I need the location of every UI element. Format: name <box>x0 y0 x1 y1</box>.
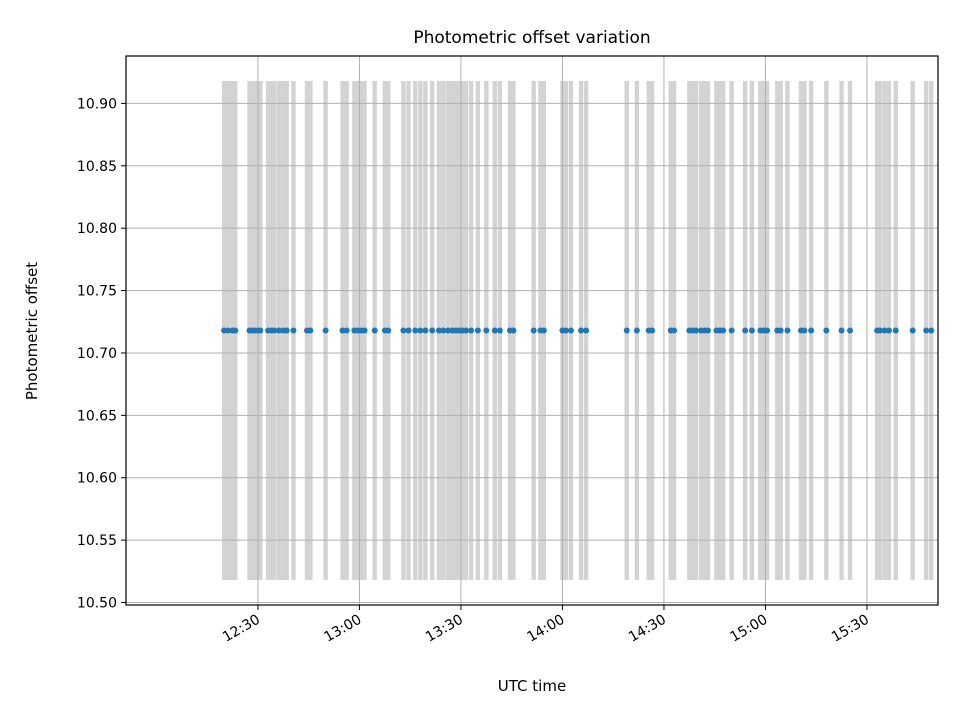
y-tick-label: 10.85 <box>77 159 117 175</box>
plot-frame <box>125 55 939 606</box>
data-point <box>847 327 854 334</box>
y-tick-label: 10.65 <box>77 408 117 424</box>
data-point <box>290 327 297 334</box>
data-point <box>271 327 278 334</box>
data-point <box>748 327 755 334</box>
y-axis-label: Photometric offset <box>23 262 41 400</box>
y-tick-label: 10.90 <box>77 96 117 112</box>
data-point <box>463 327 470 334</box>
y-tick-label: 10.70 <box>77 346 117 362</box>
data-point <box>808 327 815 334</box>
data-point <box>764 327 771 334</box>
data-point <box>343 327 350 334</box>
grid-lines <box>126 56 938 605</box>
data-point <box>405 327 412 334</box>
data-point <box>361 327 368 334</box>
data-point <box>232 327 239 334</box>
data-point <box>623 327 630 334</box>
data-point <box>483 327 490 334</box>
data-point <box>510 327 517 334</box>
data-point <box>578 327 585 334</box>
data-point <box>225 327 232 334</box>
data-point <box>491 327 498 334</box>
data-point <box>777 327 784 334</box>
data-point <box>885 327 892 334</box>
data-point <box>909 327 916 334</box>
data-point <box>440 327 447 334</box>
y-tick-label: 10.50 <box>77 596 117 612</box>
data-point <box>583 327 590 334</box>
y-tick-label: 10.80 <box>77 221 117 237</box>
data-point <box>784 327 791 334</box>
data-point <box>881 327 888 334</box>
data-point <box>429 327 436 334</box>
data-point <box>928 327 935 334</box>
data-point <box>693 327 700 334</box>
chart-title: Photometric offset variation <box>413 28 650 48</box>
data-point <box>468 327 475 334</box>
data-point <box>435 327 442 334</box>
offset-points <box>221 327 935 334</box>
data-point <box>728 327 735 334</box>
data-point <box>923 327 930 334</box>
y-tick-label: 10.55 <box>77 533 117 549</box>
data-point <box>275 327 282 334</box>
data-point <box>567 327 574 334</box>
data-point <box>838 327 845 334</box>
data-point <box>412 327 419 334</box>
y-tick-label: 10.75 <box>77 284 117 300</box>
data-point <box>540 327 547 334</box>
data-point <box>649 327 656 334</box>
data-point <box>496 327 503 334</box>
data-point <box>422 327 429 334</box>
data-point <box>257 327 264 334</box>
x-axis-label: UTC time <box>498 677 566 695</box>
y-tick-label: 10.60 <box>77 471 117 487</box>
data-point <box>704 327 711 334</box>
data-point <box>530 327 537 334</box>
data-point <box>801 327 808 334</box>
y-axis-ticks: 10.50 10.55 10.60 10.65 10.70 10.75 10.80 10.85… <box>77 96 126 612</box>
data-point <box>823 327 830 334</box>
data-point <box>307 327 314 334</box>
data-point <box>633 327 640 334</box>
data-point <box>474 327 481 334</box>
data-point <box>742 327 749 334</box>
data-point <box>671 327 678 334</box>
data-point <box>720 327 727 334</box>
data-point <box>876 327 883 334</box>
data-point <box>371 327 378 334</box>
data-point <box>445 327 452 334</box>
data-point <box>322 327 329 334</box>
data-point <box>385 327 392 334</box>
data-point <box>892 327 899 334</box>
data-point <box>417 327 424 334</box>
data-point <box>400 327 407 334</box>
data-point <box>562 327 569 334</box>
data-point <box>283 327 290 334</box>
